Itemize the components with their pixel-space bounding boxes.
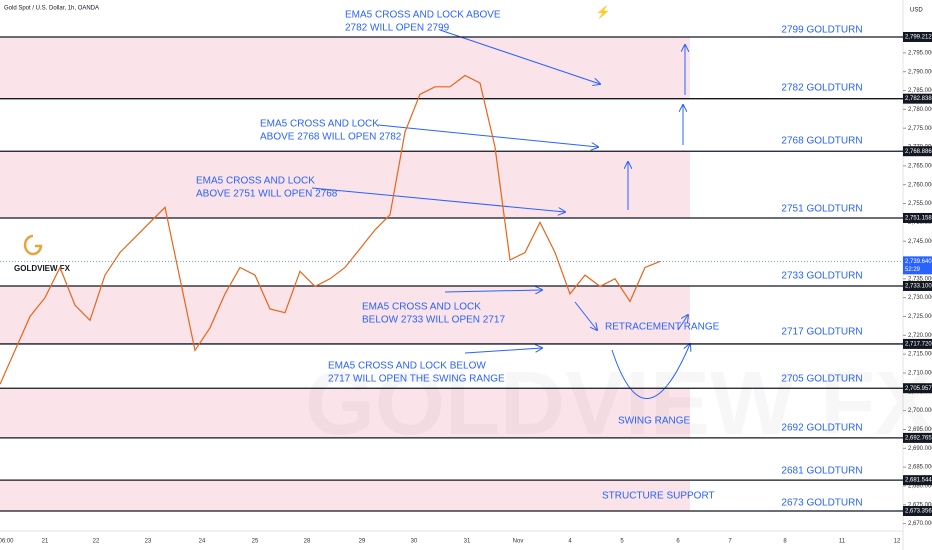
chart-title: Gold Spot / U.S. Dollar, 1h, OANDA: [4, 6, 99, 12]
x-tick-label: Nov: [513, 539, 524, 545]
x-tick-label: 29: [359, 539, 366, 545]
y-tick-label: 2,735.000: [908, 276, 932, 282]
level-box: [903, 338, 932, 349]
y-tick-label: 2,755.000: [908, 201, 932, 207]
x-tick-label: 28: [304, 539, 311, 545]
goldturn-label: 2733 GOLDTURN: [781, 271, 862, 282]
annotation: BELOW 2733 WILL OPEN 2717: [362, 315, 505, 326]
y-tick-label: 2,730.000: [908, 295, 932, 301]
level-box: [903, 280, 932, 291]
level-box: [903, 432, 932, 443]
x-tick-label: 30: [411, 539, 418, 545]
level-box: [903, 32, 932, 42]
level-label: 2,733.100: [905, 284, 932, 290]
y-tick-label: 2,700.000: [908, 408, 932, 414]
y-tick-label: 2,745.000: [908, 239, 932, 245]
y-tick-label: 2,775.000: [908, 126, 932, 132]
annotation: 2782 WILL OPEN 2799: [345, 23, 450, 34]
y-tick-label: 2,675.000: [908, 502, 932, 508]
logo-text: GOLDVIEW FX: [14, 264, 71, 273]
annotation: ABOVE 2751 WILL OPEN 2768: [196, 189, 338, 200]
current-price-box: [903, 256, 932, 275]
goldturn-label: 2705 GOLDTURN: [781, 374, 862, 385]
level-label: 2,751.158: [905, 216, 932, 222]
annotation: SWING RANGE: [618, 416, 691, 427]
annotation: EMA5 CROSS AND LOCK ABOVE: [345, 10, 501, 21]
x-tick-label: 4: [568, 539, 572, 545]
level-box: [903, 93, 932, 104]
goldturn-label: 2673 GOLDTURN: [781, 498, 862, 509]
level-label: 2,692.765: [905, 435, 932, 441]
level-label: 2,799.212: [905, 35, 932, 41]
countdown: 52:29: [905, 267, 921, 273]
x-tick-label: 7: [728, 539, 732, 545]
ornament: ⚡: [596, 5, 611, 19]
annotation: STRUCTURE SUPPORT: [602, 491, 715, 502]
y-tick-label: 2,690.000: [908, 446, 932, 452]
y-tick-label: 2,670.000: [908, 521, 932, 527]
zone: [0, 151, 690, 218]
level-box: [903, 383, 932, 394]
zone: [0, 37, 690, 99]
x-tick-label: 8: [783, 539, 787, 545]
goldturn-label: 2768 GOLDTURN: [781, 136, 862, 147]
y-tick-label: 2,725.000: [908, 314, 932, 320]
annotation: EMA5 CROSS AND LOCK: [196, 176, 315, 187]
x-tick-label: 23: [145, 539, 152, 545]
y-tick-label: 2,710.000: [908, 371, 932, 377]
level-label: 2,717.720: [905, 341, 932, 347]
x-tick-label: 5: [620, 539, 624, 545]
zone: [0, 285, 690, 344]
goldturn-label: 2799 GOLDTURN: [781, 25, 862, 36]
goldturn-label: 2782 GOLDTURN: [781, 83, 862, 94]
level-box: [903, 475, 932, 486]
y-tick-label: 2,760.000: [908, 182, 932, 188]
price-line: [0, 74, 661, 385]
goldturn-label: 2717 GOLDTURN: [781, 327, 862, 338]
x-tick-label: 06:00: [0, 539, 14, 545]
x-tick-label: 31: [464, 539, 471, 545]
y-tick-label: 2,715.000: [908, 352, 932, 358]
x-tick-label: 12: [894, 539, 901, 545]
y-tick-label: 2,695.000: [908, 427, 932, 433]
arrows: [311, 29, 690, 399]
x-tick-label: 21: [42, 539, 49, 545]
level-box: [903, 146, 932, 157]
level-label: 2,768.886: [905, 149, 932, 155]
level-box: [903, 506, 932, 516]
goldturn-label: 2751 GOLDTURN: [781, 204, 862, 215]
zone: [0, 388, 690, 438]
level-label: 2,673.356: [905, 509, 932, 515]
y-tick-label: 2,780.000: [908, 107, 932, 113]
annotation: RETRACEMENT RANGE: [605, 322, 720, 333]
y-tick-label: 2,720.000: [908, 333, 932, 339]
y-tick-label: 2,790.000: [908, 69, 932, 75]
annotation: ABOVE 2768 WILL OPEN 2782: [260, 132, 402, 143]
currency: USD: [910, 8, 923, 14]
logo-icon: [23, 234, 43, 256]
annotation: EMA5 CROSS AND LOCK: [260, 119, 379, 130]
x-tick-label: 24: [199, 539, 206, 545]
level-label: 2,782.838: [905, 96, 932, 102]
y-tick-label: 2,685.000: [908, 465, 932, 471]
annotation: EMA5 CROSS AND LOCK: [362, 302, 481, 313]
annotation: 2717 WILL OPEN THE SWING RANGE: [328, 374, 505, 385]
zone: [0, 480, 690, 511]
x-tick-label: 22: [93, 539, 100, 545]
x-tick-label: 25: [252, 539, 259, 545]
level-label: 2,681.544: [905, 478, 932, 484]
current-price-label: 2,739.640: [905, 259, 932, 265]
y-tick-label: 2,765.000: [908, 163, 932, 169]
y-tick-label: 2,785.000: [908, 88, 932, 94]
y-tick-label: 2,795.000: [908, 50, 932, 56]
annotation: EMA5 CROSS AND LOCK BELOW: [328, 361, 486, 372]
x-tick-label: 11: [839, 539, 846, 545]
x-tick-label: 6: [676, 539, 680, 545]
goldturn-label: 2692 GOLDTURN: [781, 423, 862, 434]
level-label: 2,705.957: [905, 386, 932, 392]
y-tick-label: 2,680.000: [908, 484, 932, 490]
level-box: [903, 212, 932, 223]
goldturn-label: 2681 GOLDTURN: [781, 466, 862, 477]
